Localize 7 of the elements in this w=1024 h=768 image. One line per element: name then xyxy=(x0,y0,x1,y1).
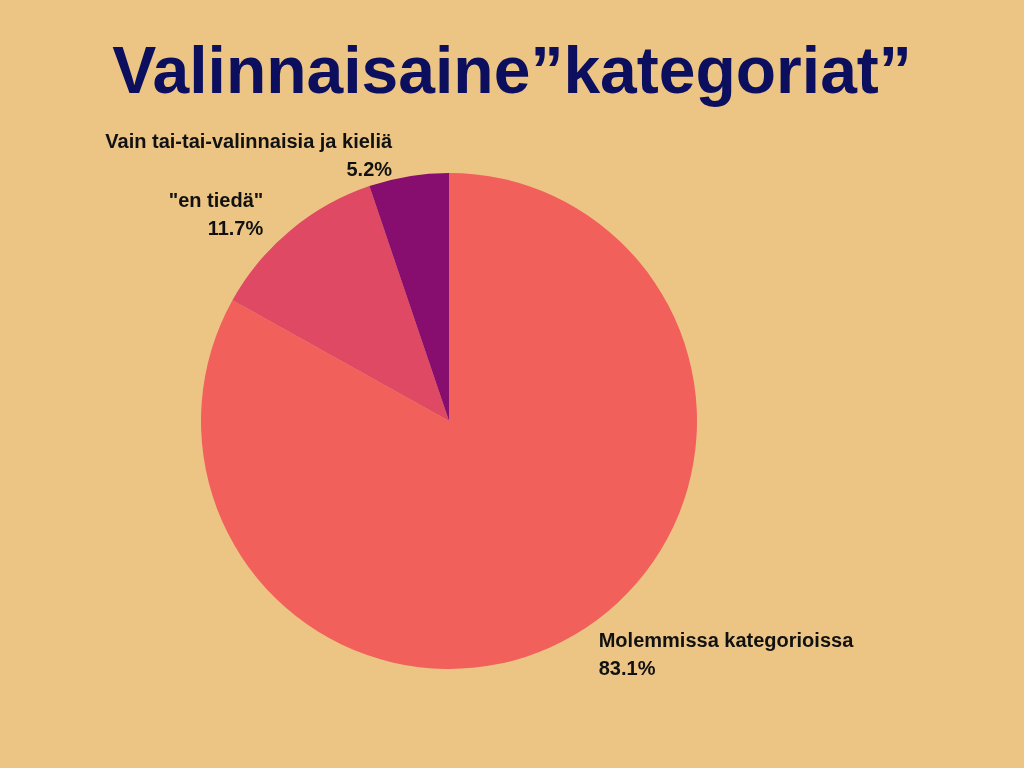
chart-title: Valinnaisaine”kategoriat” xyxy=(112,33,912,107)
slice-label: Molemmissa kategorioissa xyxy=(598,628,855,651)
data-label: 5.2% xyxy=(346,157,393,180)
slice-label: "en tiedä" xyxy=(168,188,264,211)
data-label: 11.7% xyxy=(207,216,264,239)
data-label: 83.1% xyxy=(598,656,656,679)
slice-label: Vain tai-tai-valinnaisia ja kieliä xyxy=(105,129,393,152)
